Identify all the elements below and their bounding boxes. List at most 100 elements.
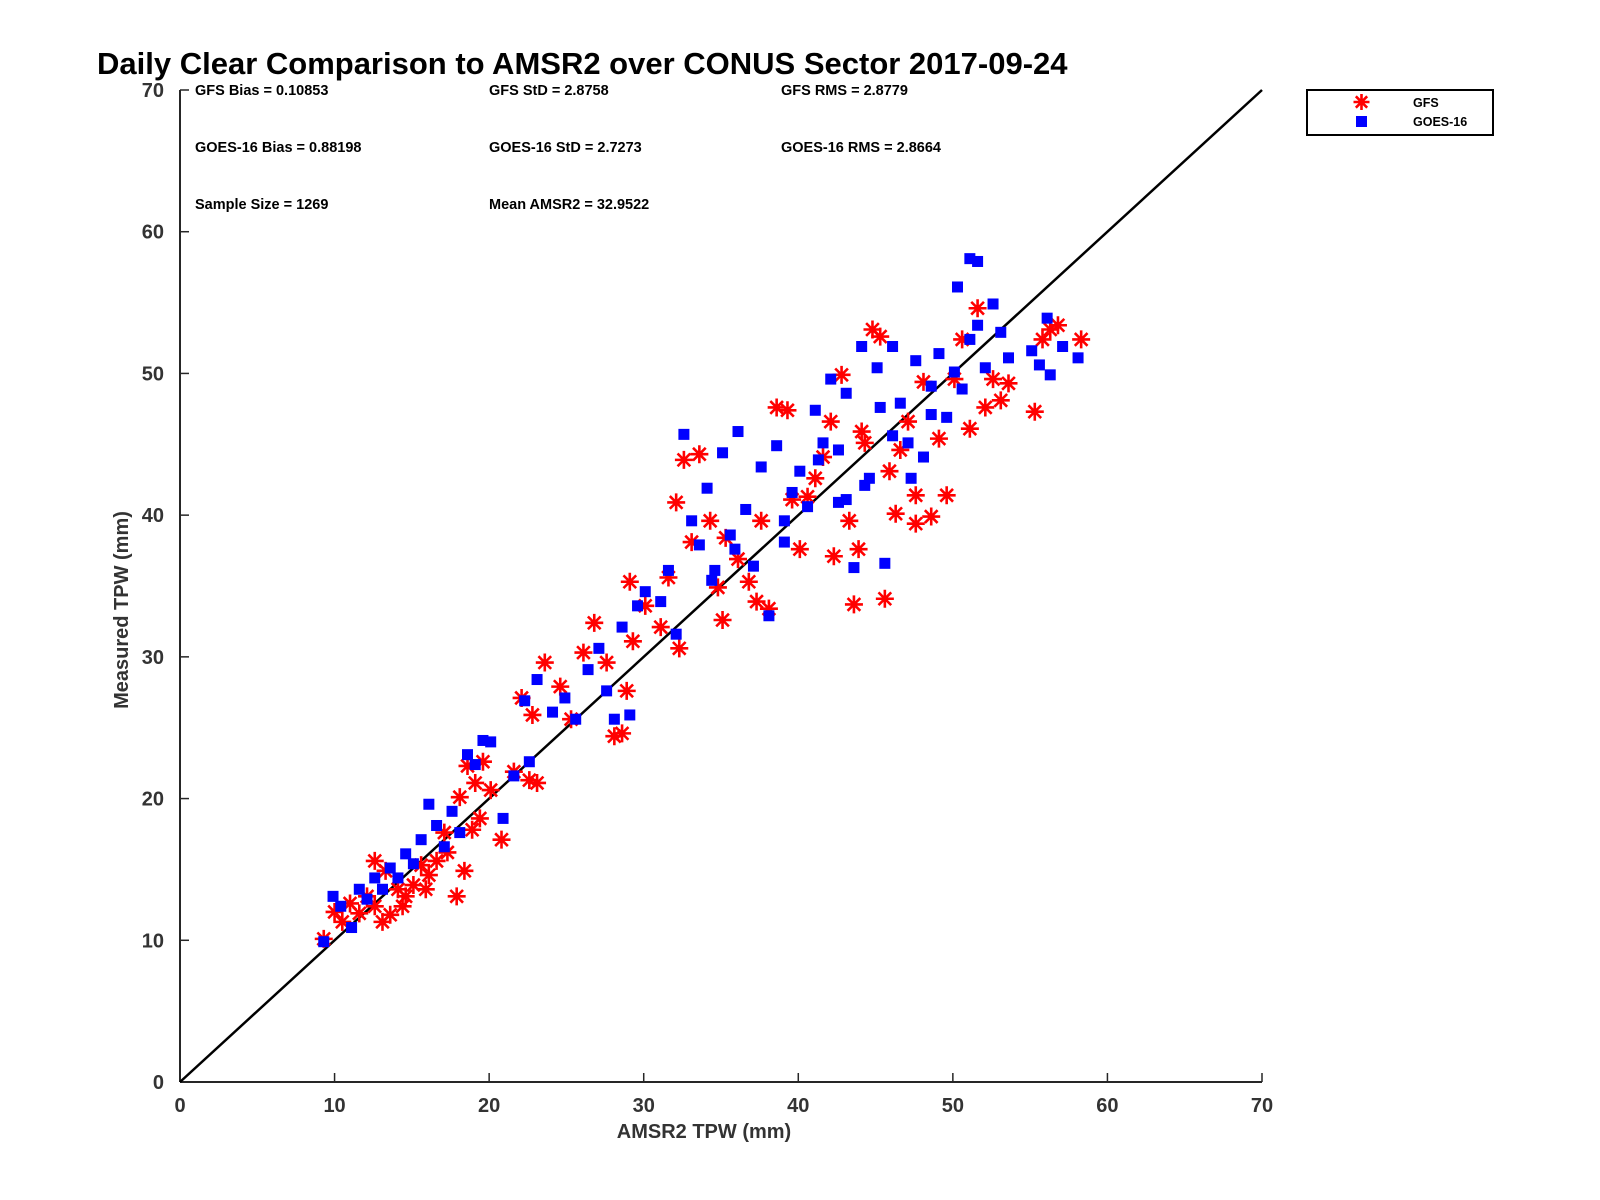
gfs-point (325, 902, 344, 921)
goes16-point (771, 440, 783, 452)
gfs-point (393, 897, 412, 916)
goes16-point (593, 642, 605, 654)
goes16-series (318, 253, 1084, 948)
goes16-point (709, 564, 721, 576)
gfs-point (747, 592, 766, 611)
goes16-point (863, 472, 875, 484)
y-tick-label: 40 (142, 505, 164, 527)
goes16-point (747, 560, 759, 572)
legend-goes16-marker (1356, 116, 1367, 127)
goes16-point (778, 515, 790, 527)
gfs-point (824, 547, 843, 566)
goes16-point (608, 713, 620, 725)
gfs-point (667, 493, 686, 512)
goes16-point (972, 319, 984, 331)
gfs-point (388, 880, 407, 899)
goes16-point (1026, 345, 1038, 357)
gfs-point (416, 880, 435, 899)
legend: GFS GOES-16 (1306, 89, 1494, 136)
tick-group: 0 10 20 30 40 50 60 70 0 10 20 30 40 50 60 70 (142, 80, 1273, 1117)
gfs-series (314, 299, 1091, 948)
y-tick-label: 10 (142, 930, 164, 952)
gfs-point (585, 613, 604, 632)
gfs-point (968, 299, 987, 318)
gfs-point (419, 866, 438, 885)
goes16-point (531, 674, 543, 686)
goes16-point (469, 759, 481, 771)
goes16-point (632, 600, 644, 612)
goes16-point (802, 501, 814, 513)
goes16-point (740, 503, 752, 515)
gfs-point (960, 419, 979, 438)
gfs-point (613, 724, 632, 743)
gfs-std-text: GFS StD = 2.8758 (489, 83, 609, 99)
goes16-point (415, 834, 427, 846)
goes16-point (794, 465, 806, 477)
goes16-point (987, 298, 999, 310)
gfs-point (605, 727, 624, 746)
goes16-point (874, 401, 886, 413)
goes16-point (763, 610, 775, 622)
gfs-point (466, 773, 485, 792)
goes16-point (570, 713, 582, 725)
goes16-point (686, 515, 698, 527)
gfs-point (365, 851, 384, 870)
goes16-point (832, 444, 844, 456)
goes16-point (400, 848, 412, 860)
gfs-point (551, 677, 570, 696)
goes16-point (724, 529, 736, 541)
goes16-point (559, 692, 571, 704)
gfs-point (806, 469, 825, 488)
goes16-point (477, 734, 489, 746)
goes16-point (693, 539, 705, 551)
goes16-point (624, 709, 636, 721)
legend-gfs-asterisk (1353, 94, 1370, 110)
gfs-point (623, 632, 642, 651)
goes16-point (353, 883, 365, 895)
gfs-point (1033, 330, 1052, 349)
gfs-point (435, 823, 454, 842)
gfs-point (937, 486, 956, 505)
axes (179, 90, 1262, 1083)
goes16-point (925, 409, 937, 421)
goes16-point (706, 574, 718, 586)
goes16-point (755, 461, 767, 473)
gfs-point (597, 653, 616, 672)
gfs-point (1072, 330, 1091, 349)
x-tick-label: 30 (633, 1095, 655, 1117)
gfs-point (891, 440, 910, 459)
goes16-point (376, 883, 388, 895)
goes16-point (438, 841, 450, 853)
gfs-point (528, 773, 547, 792)
x-tick-label: 20 (478, 1095, 500, 1117)
x-tick-label: 40 (787, 1095, 809, 1117)
gfs-point (438, 843, 457, 862)
gfs-point (463, 820, 482, 839)
goes16-point (840, 494, 852, 506)
gfs-point (708, 578, 727, 597)
gfs-point (651, 618, 670, 637)
gfs-rms-text: GFS RMS = 2.8779 (781, 83, 908, 99)
legend-gfs-marker (1353, 94, 1370, 110)
goes16-point (979, 362, 991, 374)
goes16-point (879, 557, 891, 569)
goes16-point (327, 890, 339, 902)
goes16-point (318, 936, 330, 948)
gfs-point (365, 897, 384, 916)
gfs-point (520, 771, 539, 790)
goes16-point (786, 486, 798, 498)
gfs-point (481, 781, 500, 800)
legend-box (1306, 89, 1494, 136)
x-axis-label: AMSR2 TPW (mm) (617, 1121, 791, 1143)
y-tick-label: 30 (142, 647, 164, 669)
gfs-point (670, 639, 689, 658)
goes16-point (1057, 341, 1069, 353)
stats-annotations: GFS Bias = 0.10853 GFS StD = 2.8758 GFS … (195, 83, 941, 213)
gfs-point (899, 412, 918, 431)
x-tick-label: 10 (323, 1095, 345, 1117)
gfs-point (886, 504, 905, 523)
gfs-point (404, 876, 423, 895)
goes16-point (732, 426, 744, 438)
gfs-point (991, 391, 1010, 410)
goes16-point (809, 404, 821, 416)
